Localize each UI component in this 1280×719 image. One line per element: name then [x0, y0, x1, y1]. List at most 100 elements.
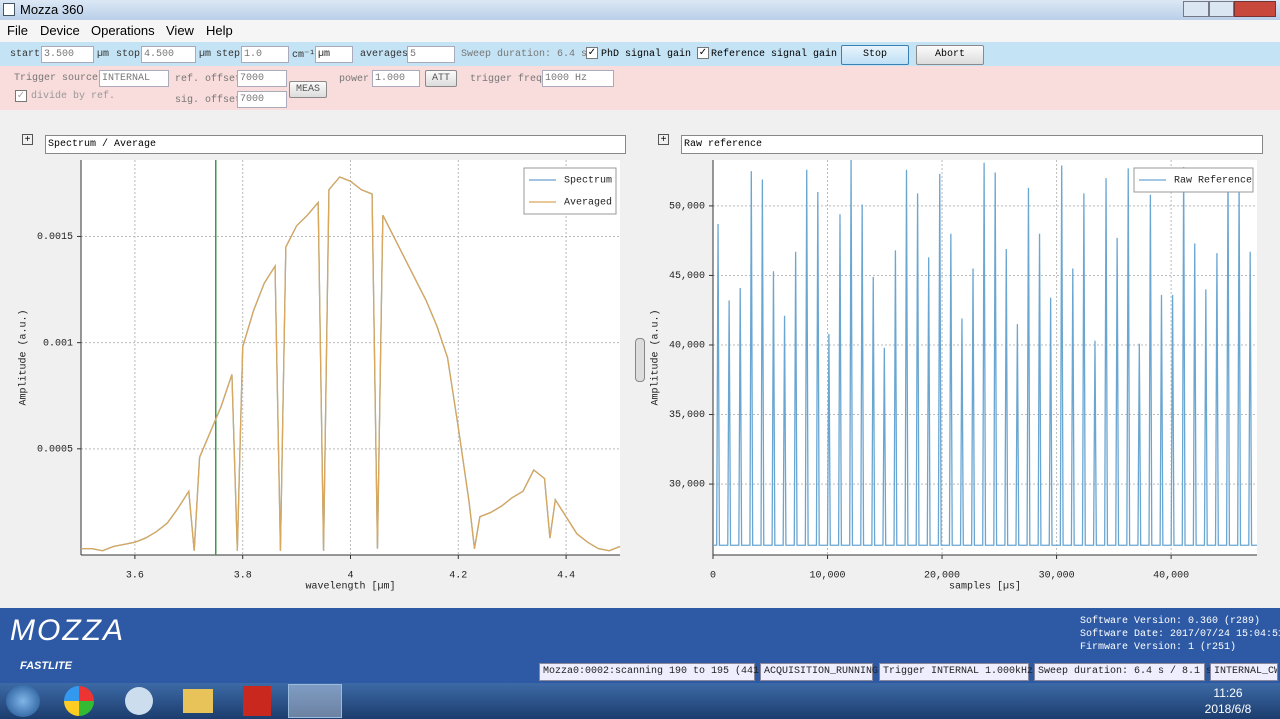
- expand-icon[interactable]: +: [22, 134, 33, 145]
- start-button[interactable]: [6, 685, 40, 717]
- label: step: [216, 49, 241, 60]
- y-axis-label: Amplitude (a.u.): [18, 309, 30, 405]
- label: start: [10, 49, 41, 60]
- expand-icon[interactable]: +: [658, 134, 669, 145]
- legend-label: Spectrum: [564, 176, 612, 187]
- stop-button[interactable]: Stop: [841, 45, 909, 65]
- menu-item[interactable]: File: [7, 23, 28, 38]
- y-axis-label: Amplitude (a.u.): [650, 309, 662, 405]
- power-input[interactable]: 1.000: [372, 70, 420, 87]
- x-tick-label: 0: [710, 571, 716, 582]
- x-tick-label: 3.6: [126, 571, 144, 582]
- label: sig. offset: [175, 95, 242, 106]
- y-tick-label: 0.0015: [37, 232, 73, 243]
- menu-bar: [0, 20, 1280, 42]
- menu-item[interactable]: Help: [206, 23, 233, 38]
- x-tick-label: 4.2: [449, 571, 467, 582]
- status-field: Mozza0:0002:scanning 190 to 195 (441): [539, 663, 765, 681]
- abort-button[interactable]: Abort: [916, 45, 984, 65]
- ref-offset-input[interactable]: 7000: [237, 70, 287, 87]
- menu-item[interactable]: Device: [40, 23, 80, 38]
- data-line: [81, 176, 621, 552]
- x-tick-label: 3.8: [234, 571, 252, 582]
- plot-area: [81, 160, 620, 555]
- unit-select[interactable]: µm: [315, 46, 353, 63]
- version-text: Firmware Version: 1 (r251): [1080, 642, 1237, 653]
- taskbar-icon[interactable]: [64, 686, 94, 716]
- taskbar-icon-active[interactable]: [288, 684, 342, 718]
- title-bar: [0, 0, 1280, 20]
- unit: cm⁻¹: [292, 50, 316, 61]
- legend-box: [523, 167, 617, 215]
- label: averages: [360, 49, 409, 60]
- taskbar-icon[interactable]: [183, 689, 213, 713]
- splitter-handle[interactable]: [635, 338, 645, 382]
- x-tick-label: 40,000: [1153, 571, 1189, 582]
- y-tick-label: 40,000: [669, 341, 705, 352]
- x-axis-label: samples [µs]: [949, 581, 1021, 593]
- menu-item[interactable]: View: [166, 23, 194, 38]
- step-input[interactable]: 1.0: [241, 46, 289, 63]
- x-tick-label: 30,000: [1039, 571, 1075, 582]
- clock-time: 11:26: [1213, 686, 1243, 700]
- label: trigger freq: [470, 74, 543, 85]
- app-icon: [3, 3, 15, 16]
- x-tick-label: 4: [347, 571, 353, 582]
- label: ref. offset: [175, 74, 242, 85]
- toolbar: [0, 42, 1280, 66]
- att-button[interactable]: ATT: [425, 70, 457, 87]
- start-input[interactable]: 3.500: [41, 46, 94, 63]
- sweep-duration: Sweep duration: 6.4 s: [461, 49, 588, 60]
- status-field: ACQUISITION_RUNNING: [760, 663, 878, 681]
- label: stop: [116, 49, 141, 60]
- plot-area: [713, 160, 1257, 555]
- y-tick-label: 45,000: [669, 271, 705, 282]
- legend-label: Raw Reference: [1174, 175, 1252, 187]
- taskbar: [0, 683, 1280, 719]
- version-text: Software Version: 0.360 (r289): [1080, 616, 1261, 627]
- version-text: Software Date: 2017/07/24 15:04:51: [1080, 629, 1280, 640]
- trigger-freq-input[interactable]: 1000 Hz: [542, 70, 614, 87]
- settings-panel: [0, 66, 1280, 110]
- close-button[interactable]: [1234, 1, 1276, 17]
- brand: FASTLITE: [20, 660, 72, 672]
- maximize-button[interactable]: [1209, 1, 1234, 17]
- y-tick-label: 35,000: [669, 410, 705, 421]
- label: Reference signal gain: [711, 49, 838, 60]
- taskbar-icon[interactable]: [243, 686, 271, 716]
- menu-item[interactable]: Operations: [91, 23, 155, 38]
- x-tick-label: 4.4: [557, 571, 575, 582]
- x-axis-label: wavelength [µm]: [305, 581, 395, 593]
- data-line: [713, 159, 1257, 546]
- taskbar-icon[interactable]: [125, 687, 153, 715]
- label: divide by ref.: [31, 91, 116, 102]
- data-line: [81, 176, 621, 552]
- x-tick-label: 20,000: [924, 571, 960, 582]
- meas-button[interactable]: MEAS: [289, 81, 327, 98]
- x-tick-label: 10,000: [810, 571, 846, 582]
- minimize-button[interactable]: [1183, 1, 1209, 17]
- label: PhD signal gain: [601, 49, 692, 60]
- sig-offset-input[interactable]: 7000: [237, 91, 287, 108]
- y-tick-label: 0.001: [43, 338, 73, 349]
- legend-label: Averaged: [564, 197, 612, 209]
- status-field: Trigger INTERNAL 1.000kHz: [879, 663, 1033, 681]
- view-select[interactable]: Spectrum / Average: [45, 135, 626, 154]
- window-title: Mozza 360: [20, 2, 84, 17]
- status-field: INTERNAL_CW: [1210, 663, 1278, 681]
- unit: µm: [97, 49, 110, 60]
- view-select[interactable]: Raw reference: [681, 135, 1263, 154]
- checkbox[interactable]: ✓: [586, 47, 598, 59]
- trigger-select[interactable]: INTERNAL: [99, 70, 169, 87]
- y-tick-label: 0.0005: [37, 444, 73, 455]
- label: Trigger source: [14, 73, 99, 84]
- averages-input[interactable]: 5: [407, 46, 455, 63]
- y-tick-label: 30,000: [669, 480, 705, 491]
- legend-box: [1133, 167, 1254, 193]
- stop-input[interactable]: 4.500: [141, 46, 196, 63]
- status-field: Sweep duration: 6.4 s / 8.1 s: [1034, 663, 1212, 681]
- checkbox[interactable]: ✓: [697, 47, 709, 59]
- checkbox[interactable]: ✓: [15, 90, 27, 102]
- y-tick-label: 50,000: [669, 202, 705, 213]
